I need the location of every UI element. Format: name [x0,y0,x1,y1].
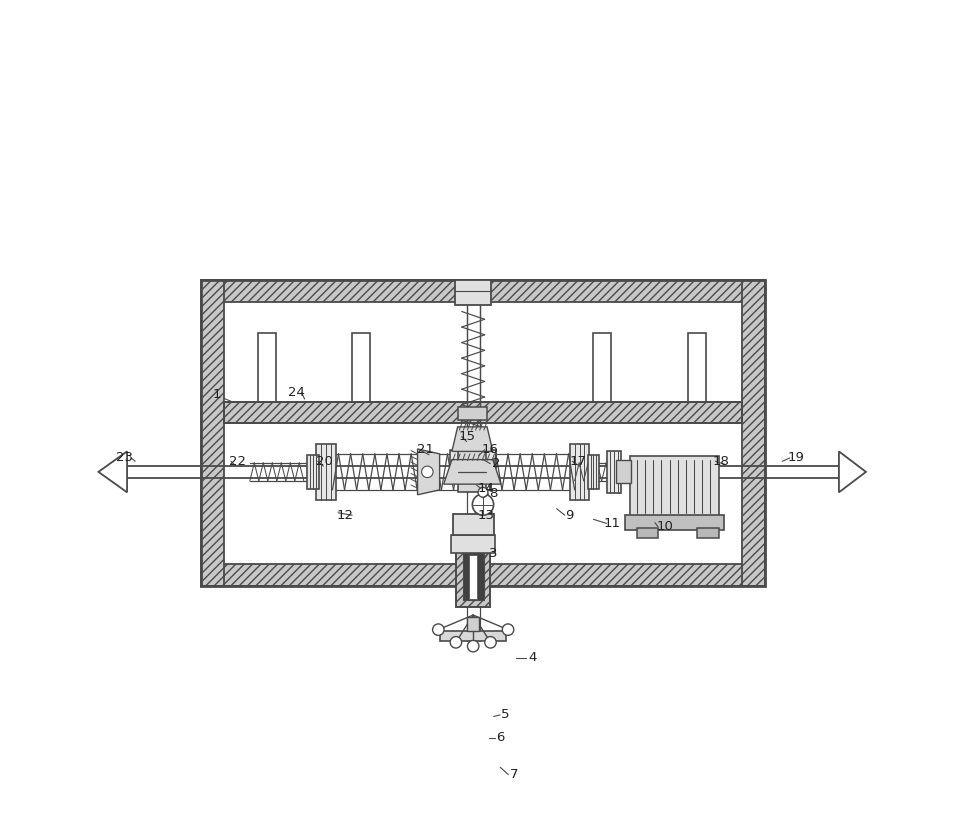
Bar [607,451,621,493]
Bar [201,563,765,586]
Text: 6: 6 [496,732,504,745]
Text: 20: 20 [316,455,332,468]
Text: 21: 21 [417,443,435,456]
Text: 8: 8 [490,488,497,501]
Bar [453,515,494,534]
Text: 2: 2 [492,457,500,470]
Text: 7: 7 [510,768,519,781]
Text: 5: 5 [500,709,509,722]
Bar [201,280,223,586]
Text: 3: 3 [489,547,497,560]
Bar [352,333,370,402]
Bar [469,554,477,599]
Bar [456,548,491,607]
Circle shape [421,466,433,478]
Circle shape [468,640,479,652]
Polygon shape [452,427,493,452]
Bar [458,407,487,420]
Bar [456,548,491,607]
Circle shape [433,624,444,635]
Circle shape [485,636,497,648]
Bar [468,617,479,631]
Text: 16: 16 [481,443,498,456]
Bar [455,281,491,305]
Polygon shape [417,449,440,495]
Bar [593,333,611,402]
Bar [307,455,319,489]
Bar [697,529,719,538]
Bar [450,450,497,468]
Text: 11: 11 [604,517,621,530]
Text: 12: 12 [337,509,354,521]
Bar [258,333,276,402]
Bar [688,333,705,402]
Bar [637,529,658,538]
Polygon shape [99,452,128,493]
Bar [625,516,724,530]
Bar [743,280,765,586]
Bar [630,456,719,517]
Bar [587,455,599,489]
Bar [463,553,484,600]
Text: 24: 24 [288,386,305,399]
Bar [570,444,589,500]
Text: 4: 4 [527,651,536,664]
Circle shape [478,488,488,498]
Text: 1: 1 [213,388,221,401]
Bar [201,280,765,302]
Text: 19: 19 [787,452,804,465]
Polygon shape [443,460,501,484]
Bar [201,280,765,586]
Bar [451,534,496,553]
Bar [316,444,336,500]
Text: 23: 23 [116,452,133,465]
Text: 17: 17 [569,455,586,468]
Bar [459,452,486,493]
Bar [223,402,743,423]
Text: 15: 15 [458,430,475,443]
Bar [440,631,506,641]
Text: 13: 13 [478,509,495,521]
Bar [616,461,631,484]
Circle shape [502,624,514,635]
Text: 18: 18 [713,455,729,468]
Bar [223,402,743,423]
Circle shape [450,636,462,648]
Text: 9: 9 [565,509,574,521]
Text: 22: 22 [229,455,246,468]
Text: 14: 14 [478,482,495,495]
Text: 10: 10 [656,521,673,533]
Circle shape [472,494,494,516]
Polygon shape [838,452,866,493]
